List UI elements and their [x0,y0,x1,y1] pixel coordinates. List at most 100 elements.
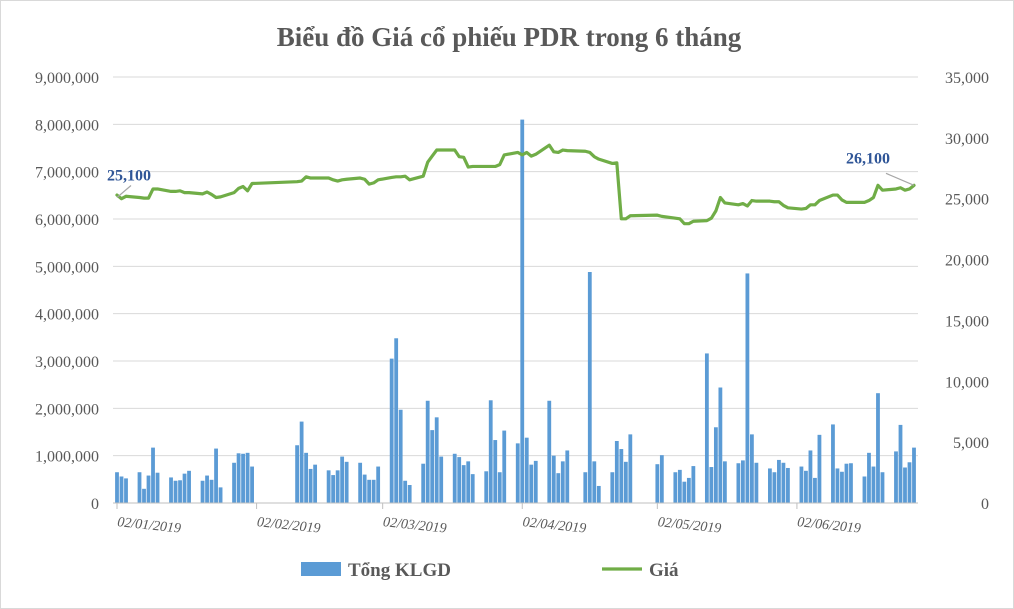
volume-bar [299,421,304,503]
volume-bar [596,485,601,503]
volume-bar [169,477,173,503]
volume-bar [686,477,691,503]
y-right-tick-label: 0 [981,496,989,513]
volume-bar [137,472,142,503]
volume-bar [403,480,408,503]
y-right-tick-label: 15,000 [945,313,989,330]
y-right-tick-label: 10,000 [945,374,989,391]
y-left-tick-label: 4,000,000 [35,307,99,324]
annotation-label-end: 26,100 [846,150,890,167]
volume-bar [547,400,552,503]
y-left-tick-label: 5,000,000 [35,259,99,276]
volume-bar [551,455,556,503]
volume-bar [831,424,835,503]
volume-bar [808,450,813,503]
annotation-label-start: 25,100 [107,167,151,184]
volume-bar [736,463,741,503]
volume-bar [430,430,435,503]
chart-title: Biểu đồ Giá cổ phiếu PDR trong 6 tháng [277,22,742,52]
volume-bar [461,465,466,503]
volume-bar [709,467,714,503]
volume-bar [439,456,444,503]
volume-bar [250,466,254,503]
volume-bar [704,353,709,503]
volume-bar [182,473,187,503]
y-left-tick-label: 3,000,000 [35,354,99,371]
annotations: 25,100 26,100 [107,150,915,198]
volume-bar [119,476,124,503]
volume-bar [457,457,462,503]
volume-bar [344,461,349,503]
volume-bar [398,409,403,503]
volume-bar [115,472,119,503]
volume-bar [367,479,372,503]
volume-bar [232,462,236,503]
volume-bar [583,472,588,503]
volume-bar [340,456,345,503]
volume-bar [146,475,151,503]
volume-bar [515,443,520,503]
volume-bar [425,400,430,503]
y-right-tick-label: 35,000 [945,70,989,87]
volume-bar [610,472,615,503]
volume-bar [565,450,570,503]
volume-bar [421,463,426,503]
volume-bar [466,461,471,503]
volume-bar [407,485,412,503]
volume-bar [245,452,250,503]
price-line [115,143,916,226]
volume-bar [151,447,155,503]
volume-bar [214,448,218,503]
x-tick-label: 02/05/2019 [657,515,722,537]
volume-bar [880,472,885,503]
legend: Tổng KLGD Giá [301,560,679,581]
y-right-tick-label: 30,000 [945,131,989,148]
volume-bar [335,470,340,503]
volume-bar [781,462,786,503]
volume-bar [313,464,318,503]
volume-bar [587,272,592,503]
y-right-tick-label: 20,000 [945,253,989,270]
volume-bar [777,459,781,503]
volume-bar [655,464,660,503]
x-tick-label: 02/06/2019 [797,515,862,537]
volume-bar [178,480,182,503]
volume-bar [308,468,313,503]
volume-bar [218,487,223,503]
x-tick-label: 02/04/2019 [522,515,587,537]
annotation-leader [885,172,915,186]
volume-bar [907,462,912,503]
x-tick-label: 02/03/2019 [382,515,447,537]
y-left-tick-label: 6,000,000 [35,212,99,229]
volume-bar [236,453,241,503]
y-left-tick-label: 2,000,000 [35,401,99,418]
y-right-tick-label: 25,000 [945,192,989,209]
volume-bar [124,478,128,503]
volume-bar [844,463,849,503]
volume-bar [394,338,399,503]
volume-bar [520,119,525,503]
volume-bar [556,473,561,503]
volume-bar [326,470,331,503]
volume-bar [142,488,146,503]
volume-bar [362,474,367,503]
volume-bar [592,461,597,503]
y-left-tick-label: 7,000,000 [35,165,99,182]
volume-bar [484,471,489,503]
volume-bar [754,462,759,503]
volume-bar [898,424,903,503]
volume-bar [750,434,754,503]
volume-bar [799,466,804,503]
volume-bar [659,455,664,503]
volume-bar [502,430,507,503]
volume-bar [619,449,624,503]
x-tick-label: 02/02/2019 [256,515,321,537]
y-left-tick-label: 8,000,000 [35,117,99,134]
volume-bar [713,427,718,503]
volume-bar [187,470,191,503]
volume-bar [740,460,745,503]
volume-bar [358,462,363,503]
volume-bar [772,472,777,503]
volume-bar [840,471,844,503]
